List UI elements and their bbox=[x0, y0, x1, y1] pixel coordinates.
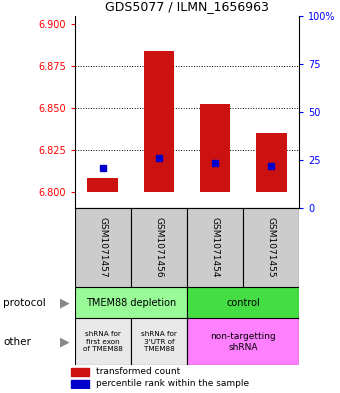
Bar bbox=[187, 318, 299, 365]
Text: non-targetting
shRNA: non-targetting shRNA bbox=[210, 332, 276, 352]
Text: GSM1071454: GSM1071454 bbox=[210, 217, 220, 278]
Bar bbox=[187, 287, 299, 318]
Text: protocol: protocol bbox=[3, 298, 46, 308]
Title: GDS5077 / ILMN_1656963: GDS5077 / ILMN_1656963 bbox=[105, 0, 269, 13]
Bar bbox=[131, 318, 187, 365]
Bar bbox=[200, 105, 231, 191]
Text: ▶: ▶ bbox=[60, 296, 69, 309]
Bar bbox=[131, 208, 187, 287]
Text: shRNA for
first exon
of TMEM88: shRNA for first exon of TMEM88 bbox=[83, 331, 123, 353]
Text: transformed count: transformed count bbox=[97, 367, 181, 376]
Bar bbox=[75, 318, 131, 365]
Text: percentile rank within the sample: percentile rank within the sample bbox=[97, 379, 250, 388]
Text: shRNA for
3'UTR of
TMEM88: shRNA for 3'UTR of TMEM88 bbox=[141, 331, 177, 353]
Bar bbox=[87, 178, 118, 191]
Bar bbox=[71, 380, 89, 388]
Text: GSM1071456: GSM1071456 bbox=[154, 217, 164, 278]
Text: ▶: ▶ bbox=[60, 335, 69, 349]
Bar bbox=[143, 51, 174, 191]
Text: TMEM88 depletion: TMEM88 depletion bbox=[86, 298, 176, 308]
Text: other: other bbox=[3, 337, 31, 347]
Text: GSM1071457: GSM1071457 bbox=[98, 217, 107, 278]
Bar bbox=[75, 208, 131, 287]
Bar bbox=[75, 287, 187, 318]
Bar bbox=[243, 208, 299, 287]
Text: GSM1071455: GSM1071455 bbox=[267, 217, 276, 278]
Bar bbox=[187, 208, 243, 287]
Bar bbox=[256, 133, 287, 191]
Text: control: control bbox=[226, 298, 260, 308]
Bar bbox=[71, 368, 89, 376]
